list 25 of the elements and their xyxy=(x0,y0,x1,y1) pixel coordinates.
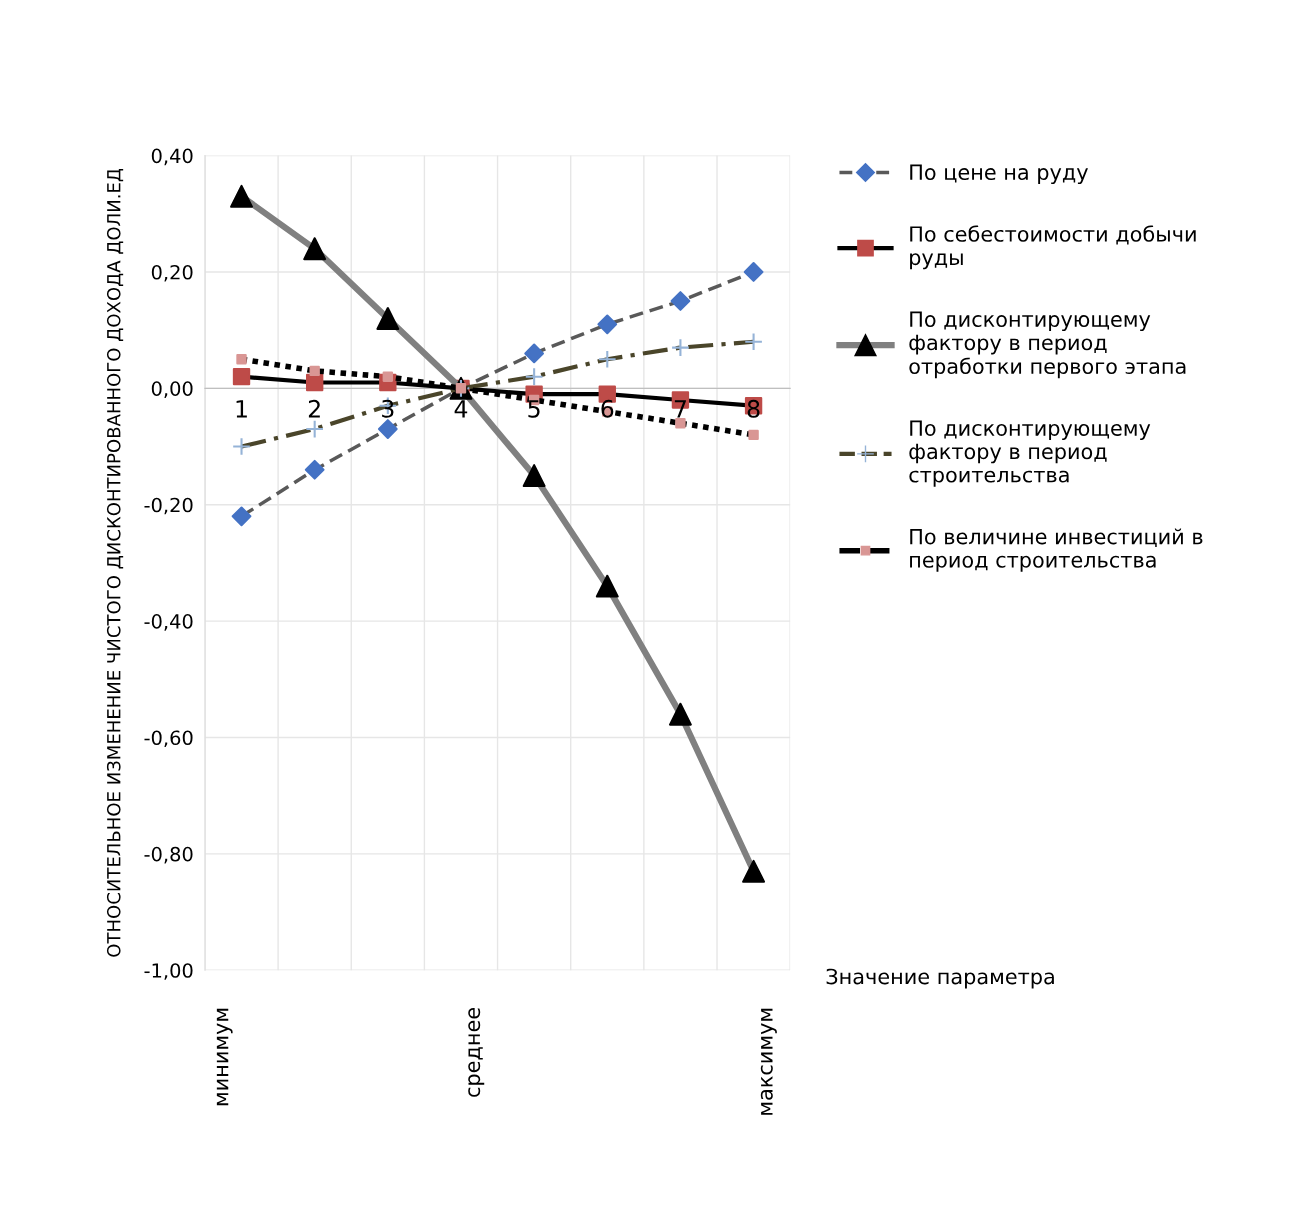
x-tick-label: 5 xyxy=(528,400,540,418)
text: минимум xyxy=(216,1008,233,1106)
y-tick-label: 0,00 xyxy=(151,381,193,398)
y-tick-label: -1,00 xyxy=(144,963,193,980)
text: максимум xyxy=(760,1008,777,1115)
x-tick-label: 8 xyxy=(747,399,760,418)
y-tick-label: -0,80 xyxy=(144,846,193,864)
y-tick-label: 0,20 xyxy=(151,264,193,282)
y-tick-label: -0,40 xyxy=(144,614,193,631)
legend-label: По цене на руду xyxy=(910,164,1088,185)
x-tick-label: 3 xyxy=(382,399,394,418)
legend-label: По дисконтирующему фактору в период строительства xyxy=(909,420,1151,487)
y-tick-label: 0,40 xyxy=(151,148,193,166)
y-axis-title: ОТНОСИТЕЛЬНОЕ ИЗМЕНЕНИЕ ЧИСТОГО ДИСКОНТИРОВАННОГО ДОХОДА ДОЛИ.ЕД xyxy=(106,168,124,957)
x-tick-label: 6 xyxy=(601,399,614,418)
legend-label: По дисконтирующему фактору в период отработки первого этапа xyxy=(909,311,1186,379)
x-axis-title: Значение параметра xyxy=(826,968,1054,989)
x-tick-label: 4 xyxy=(454,400,468,418)
y-tick-label: -0,60 xyxy=(144,730,193,748)
x-tick-label: 2 xyxy=(308,399,320,418)
legend-label: По себестоимости добычи руды xyxy=(910,225,1196,270)
text: среднее xyxy=(468,1007,485,1097)
y-tick-label: -0,20 xyxy=(144,497,193,515)
legend-label: По величине инвестиций в период строительства xyxy=(910,528,1203,572)
x-tick-label: 1 xyxy=(236,400,247,418)
